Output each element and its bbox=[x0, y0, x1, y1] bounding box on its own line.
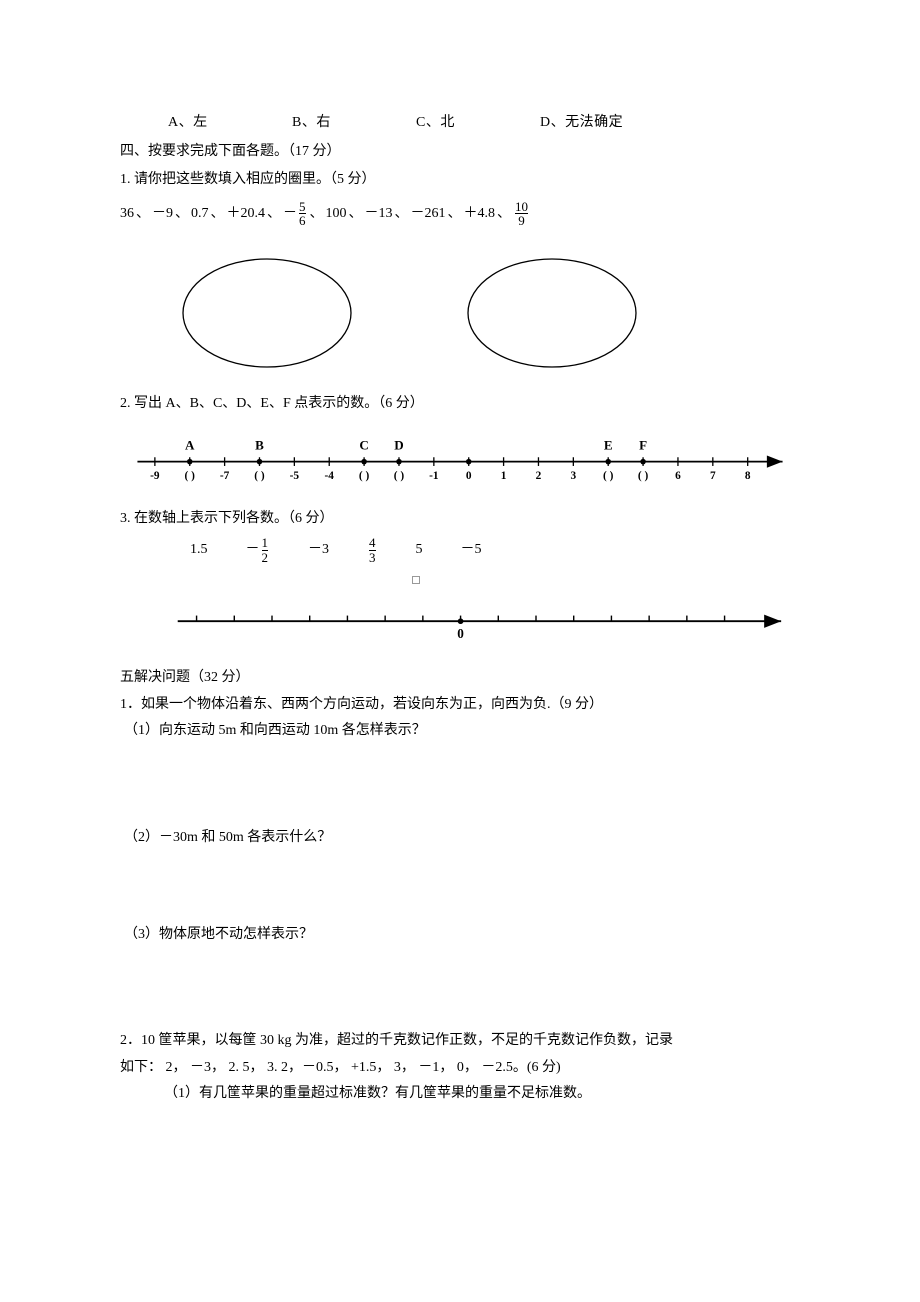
svg-text:-7: -7 bbox=[220, 470, 230, 482]
section-5-q1-b: （2）－30m 和 50m 各表示什么？ bbox=[120, 825, 800, 852]
sep-icon: 、 bbox=[349, 201, 363, 228]
val-neg3: －3 bbox=[308, 537, 329, 564]
section-4-q1: 1. 请你把这些数填入相应的圈里。（5 分） bbox=[120, 167, 800, 194]
section-4-q3: 3. 在数轴上表示下列各数。（6 分） bbox=[120, 506, 800, 533]
frac-top: 1 bbox=[262, 536, 269, 550]
sep-icon: 、 bbox=[310, 201, 324, 228]
section-5: 五解决问题（32 分） 1．如果一个物体沿着东、西两个方向运动，若设向东为正，向… bbox=[120, 665, 800, 1108]
svg-text:-9: -9 bbox=[150, 470, 160, 482]
frac-top: 5 bbox=[299, 200, 306, 214]
svg-text:6: 6 bbox=[675, 470, 681, 482]
frac-bot: 9 bbox=[518, 214, 525, 228]
fraction-5-6: 5 6 bbox=[299, 200, 306, 228]
fraction-10-9: 10 9 bbox=[515, 200, 528, 228]
oval-left bbox=[180, 256, 355, 371]
svg-text:( ): ( ) bbox=[359, 470, 370, 482]
square-marker-icon bbox=[412, 576, 420, 584]
option-a: A、左 bbox=[168, 110, 288, 137]
svg-text:1: 1 bbox=[501, 470, 507, 482]
svg-text:0: 0 bbox=[457, 626, 464, 641]
frac-bot: 3 bbox=[369, 551, 376, 565]
answer-space bbox=[120, 948, 800, 1028]
sep-icon: 、 bbox=[175, 201, 189, 228]
number-line-q3: 0 bbox=[140, 599, 800, 651]
frac-top: 4 bbox=[369, 536, 376, 550]
svg-text:F: F bbox=[639, 437, 647, 452]
svg-text:E: E bbox=[604, 437, 613, 452]
sep-icon: 、 bbox=[267, 201, 281, 228]
svg-text:2: 2 bbox=[536, 470, 542, 482]
number-line-q2: -9 ( ) -7 ( ) -5 -4 ( ) ( ) -1 0 1 2 3 ( ) ( ) 6 7 8 A B C D E… bbox=[120, 424, 800, 494]
svg-text:7: 7 bbox=[710, 470, 716, 482]
svg-text:( ): ( ) bbox=[638, 470, 649, 482]
svg-text:-5: -5 bbox=[290, 470, 300, 482]
sep-icon: 、 bbox=[136, 201, 150, 228]
answer-space bbox=[120, 852, 800, 922]
section-5-q2-line1: 2．10 筐苹果，以每筐 30 kg 为准，超过的千克数记作正数，不足的千克数记… bbox=[120, 1028, 800, 1055]
sep-icon: 、 bbox=[497, 201, 511, 228]
oval-right bbox=[465, 256, 640, 371]
fraction-1-2: 1 2 bbox=[262, 536, 269, 564]
svg-text:D: D bbox=[394, 437, 403, 452]
frac-bot: 2 bbox=[262, 551, 269, 565]
section-5-q2-a: （1）有几筐苹果的重量超过标准数？有几筐苹果的重量不足标准数。 bbox=[120, 1081, 800, 1108]
svg-text:-4: -4 bbox=[325, 470, 335, 482]
sep-icon: 、 bbox=[395, 201, 409, 228]
svg-text:0: 0 bbox=[466, 470, 472, 482]
svg-text:A: A bbox=[185, 437, 195, 452]
val-neg-1-2: － 1 2 bbox=[246, 536, 271, 564]
num-neg9: －9 bbox=[152, 201, 173, 228]
num-neg13: －13 bbox=[365, 201, 393, 228]
neg-sign: － bbox=[246, 537, 260, 564]
sep-icon: 、 bbox=[211, 201, 225, 228]
svg-text:( ): ( ) bbox=[185, 470, 196, 482]
num-100: 100 bbox=[326, 201, 347, 228]
section-5-q1-c: （3）物体原地不动怎样表示？ bbox=[120, 922, 800, 949]
num-neg261: －261 bbox=[411, 201, 446, 228]
svg-text:( ): ( ) bbox=[394, 470, 405, 482]
values-row-q3: 1.5 － 1 2 －3 4 3 5 －5 bbox=[120, 536, 800, 564]
num-pos4p8: ＋4.8 bbox=[464, 201, 496, 228]
option-d: D、无法确定 bbox=[540, 110, 680, 137]
svg-text:B: B bbox=[255, 437, 264, 452]
svg-text:( ): ( ) bbox=[254, 470, 265, 482]
section-4-q2: 2. 写出 A、B、C、D、E、F 点表示的数。（6 分） bbox=[120, 391, 800, 418]
fraction-4-3: 4 3 bbox=[369, 536, 376, 564]
option-c: C、北 bbox=[416, 110, 536, 137]
num-pos20p4: ＋20.4 bbox=[227, 201, 266, 228]
sep-icon: 、 bbox=[448, 201, 462, 228]
section-5-q2-line2: 如下： 2， －3， 2. 5， 3. 2，－0.5， +1.5， 3， －1，… bbox=[120, 1055, 800, 1082]
frac-bot: 6 bbox=[299, 214, 306, 228]
neg-sign: － bbox=[283, 201, 297, 228]
page-marker bbox=[120, 567, 800, 594]
num-neg-5-6: － 5 6 bbox=[283, 200, 308, 228]
section-5-q1-a: （1）向东运动 5m 和向西运动 10m 各怎样表示？ bbox=[120, 718, 800, 745]
section-5-q1: 1．如果一个物体沿着东、西两个方向运动，若设向东为正，向西为负.（9 分） bbox=[120, 692, 800, 719]
svg-text:-1: -1 bbox=[429, 470, 439, 482]
section-5-title: 五解决问题（32 分） bbox=[120, 665, 800, 692]
svg-text:C: C bbox=[359, 437, 368, 452]
section-4-title: 四、按要求完成下面各题。（17 分） bbox=[120, 139, 800, 166]
svg-text:( ): ( ) bbox=[603, 470, 614, 482]
svg-text:3: 3 bbox=[570, 470, 576, 482]
mc-options-row: A、左 B、右 C、北 D、无法确定 bbox=[120, 110, 800, 137]
val-5: 5 bbox=[416, 537, 423, 564]
val-neg5: －5 bbox=[461, 537, 482, 564]
ovals-row bbox=[180, 256, 800, 371]
answer-space bbox=[120, 745, 800, 825]
frac-top: 10 bbox=[515, 200, 528, 214]
num-0p7: 0.7 bbox=[191, 201, 209, 228]
option-b: B、右 bbox=[292, 110, 412, 137]
number-list: 36 、 －9 、 0.7 、 ＋20.4 、 － 5 6 、 100 、 －1… bbox=[120, 200, 800, 228]
page-container: A、左 B、右 C、北 D、无法确定 四、按要求完成下面各题。（17 分） 1.… bbox=[0, 0, 920, 1168]
val-1p5: 1.5 bbox=[190, 537, 208, 564]
num-36: 36 bbox=[120, 201, 134, 228]
svg-text:8: 8 bbox=[745, 470, 751, 482]
